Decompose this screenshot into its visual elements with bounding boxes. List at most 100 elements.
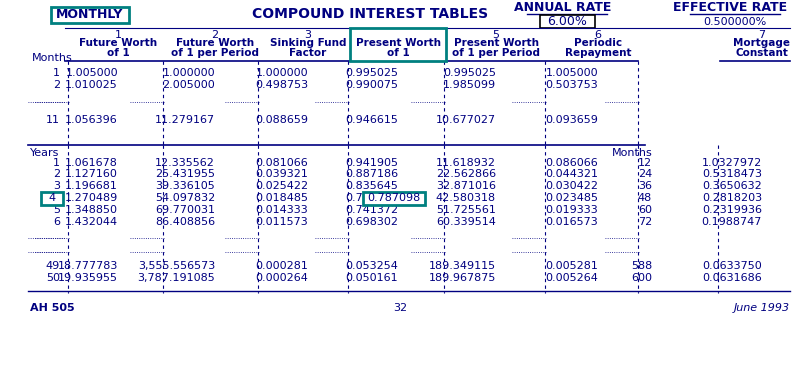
Text: 1.061678: 1.061678 xyxy=(65,157,118,168)
Text: Future Worth: Future Worth xyxy=(176,38,254,49)
Text: 50: 50 xyxy=(46,273,60,283)
Text: 2: 2 xyxy=(53,80,60,90)
Text: 0.2818203: 0.2818203 xyxy=(702,193,762,203)
Text: 1.000000: 1.000000 xyxy=(162,68,215,78)
Text: 0.0631686: 0.0631686 xyxy=(702,273,762,283)
Text: 2: 2 xyxy=(53,170,60,180)
Text: 588: 588 xyxy=(631,261,652,271)
Text: 0.018485: 0.018485 xyxy=(255,193,308,203)
FancyBboxPatch shape xyxy=(350,29,446,61)
Text: 0.050161: 0.050161 xyxy=(345,273,398,283)
Text: of 1: of 1 xyxy=(387,48,410,58)
Text: 10.677027: 10.677027 xyxy=(436,115,496,125)
Text: 11.618932: 11.618932 xyxy=(436,157,496,168)
Text: 2.005000: 2.005000 xyxy=(162,80,215,90)
Text: 0.086066: 0.086066 xyxy=(545,157,598,168)
Text: 0.2319936: 0.2319936 xyxy=(702,205,762,215)
Text: 86.408856: 86.408856 xyxy=(155,217,215,227)
FancyBboxPatch shape xyxy=(51,6,129,23)
Text: Present Worth: Present Worth xyxy=(355,38,440,49)
Text: Periodic: Periodic xyxy=(574,38,622,49)
Text: 12.335562: 12.335562 xyxy=(155,157,215,168)
Text: 32.871016: 32.871016 xyxy=(436,181,496,191)
Text: 3,787.191085: 3,787.191085 xyxy=(137,273,215,283)
Text: 0.498753: 0.498753 xyxy=(255,80,308,90)
Text: 4: 4 xyxy=(394,31,401,40)
Text: 1: 1 xyxy=(53,157,60,168)
Text: 0.1988747: 0.1988747 xyxy=(702,217,762,227)
Text: 189.967875: 189.967875 xyxy=(429,273,496,283)
Text: Mortgage: Mortgage xyxy=(733,38,791,49)
Text: 0.011573: 0.011573 xyxy=(255,217,308,227)
Text: 1.432044: 1.432044 xyxy=(65,217,118,227)
Text: 189.349115: 189.349115 xyxy=(429,261,496,271)
Text: AH 505: AH 505 xyxy=(30,303,75,312)
Text: 0.995025: 0.995025 xyxy=(443,68,496,78)
Text: 0.044321: 0.044321 xyxy=(545,170,598,180)
Text: 0.990075: 0.990075 xyxy=(345,80,398,90)
Text: 0.000281: 0.000281 xyxy=(255,261,308,271)
Text: 0.835645: 0.835645 xyxy=(345,181,398,191)
Text: 0.019333: 0.019333 xyxy=(545,205,598,215)
Text: 0.093659: 0.093659 xyxy=(545,115,598,125)
Text: Future Worth: Future Worth xyxy=(79,38,157,49)
Text: 7: 7 xyxy=(758,31,766,40)
Text: 1.270489: 1.270489 xyxy=(65,193,118,203)
Text: 36: 36 xyxy=(638,181,652,191)
Text: 3,555.556573: 3,555.556573 xyxy=(138,261,215,271)
Text: 0.787098: 0.787098 xyxy=(367,193,421,203)
Text: 0.088659: 0.088659 xyxy=(255,115,308,125)
Text: 0.887186: 0.887186 xyxy=(345,170,398,180)
Text: 0.941905: 0.941905 xyxy=(345,157,398,168)
Text: 0.005281: 0.005281 xyxy=(545,261,598,271)
Text: 1.196681: 1.196681 xyxy=(65,181,118,191)
Text: 1.010025: 1.010025 xyxy=(65,80,118,90)
Text: EFFECTIVE RATE: EFFECTIVE RATE xyxy=(673,1,787,14)
FancyBboxPatch shape xyxy=(363,192,425,205)
Text: 25.431955: 25.431955 xyxy=(155,170,215,180)
Text: 11.279167: 11.279167 xyxy=(155,115,215,125)
Text: 1.348850: 1.348850 xyxy=(65,205,118,215)
Text: of 1 per Period: of 1 per Period xyxy=(452,48,540,58)
Text: 54.097832: 54.097832 xyxy=(155,193,215,203)
Text: 1.127160: 1.127160 xyxy=(65,170,118,180)
Text: 24: 24 xyxy=(637,170,652,180)
Text: 1.005000: 1.005000 xyxy=(66,68,118,78)
Text: Factor: Factor xyxy=(290,48,327,58)
Text: COMPOUND INTEREST TABLES: COMPOUND INTEREST TABLES xyxy=(252,6,488,21)
Text: 39.336105: 39.336105 xyxy=(155,181,215,191)
Text: 72: 72 xyxy=(637,217,652,227)
Text: 0.025422: 0.025422 xyxy=(255,181,308,191)
Text: Constant: Constant xyxy=(736,48,788,58)
Text: 0.503753: 0.503753 xyxy=(545,80,598,90)
Text: 69.770031: 69.770031 xyxy=(155,205,215,215)
Text: ANNUAL RATE: ANNUAL RATE xyxy=(514,1,611,14)
Text: of 1: of 1 xyxy=(106,48,130,58)
Text: 1.000000: 1.000000 xyxy=(255,68,308,78)
Text: 42.580318: 42.580318 xyxy=(436,193,496,203)
Text: 0.995025: 0.995025 xyxy=(345,68,398,78)
Text: 32: 32 xyxy=(393,303,407,312)
Text: Present Worth: Present Worth xyxy=(355,38,440,49)
Text: 0.698302: 0.698302 xyxy=(345,217,398,227)
FancyBboxPatch shape xyxy=(539,15,594,29)
Text: 0.500000%: 0.500000% xyxy=(703,16,766,26)
FancyBboxPatch shape xyxy=(41,192,63,205)
Text: 18.777783: 18.777783 xyxy=(58,261,118,271)
Text: 0.039321: 0.039321 xyxy=(255,170,308,180)
Text: Repayment: Repayment xyxy=(564,48,631,58)
Text: 0.081066: 0.081066 xyxy=(255,157,308,168)
Text: 0.5318473: 0.5318473 xyxy=(702,170,762,180)
Text: 0.005264: 0.005264 xyxy=(545,273,598,283)
Text: 6.00%: 6.00% xyxy=(547,15,587,28)
Text: 1.0327972: 1.0327972 xyxy=(702,157,762,168)
Text: 0.000264: 0.000264 xyxy=(255,273,308,283)
Text: 6: 6 xyxy=(53,217,60,227)
Text: 600: 600 xyxy=(631,273,652,283)
Text: 5: 5 xyxy=(53,205,60,215)
Text: 1.005000: 1.005000 xyxy=(545,68,598,78)
Text: 51.725561: 51.725561 xyxy=(436,205,496,215)
Text: 1.985099: 1.985099 xyxy=(443,80,496,90)
Text: June 1993: June 1993 xyxy=(734,303,790,312)
Text: Months: Months xyxy=(612,147,653,158)
